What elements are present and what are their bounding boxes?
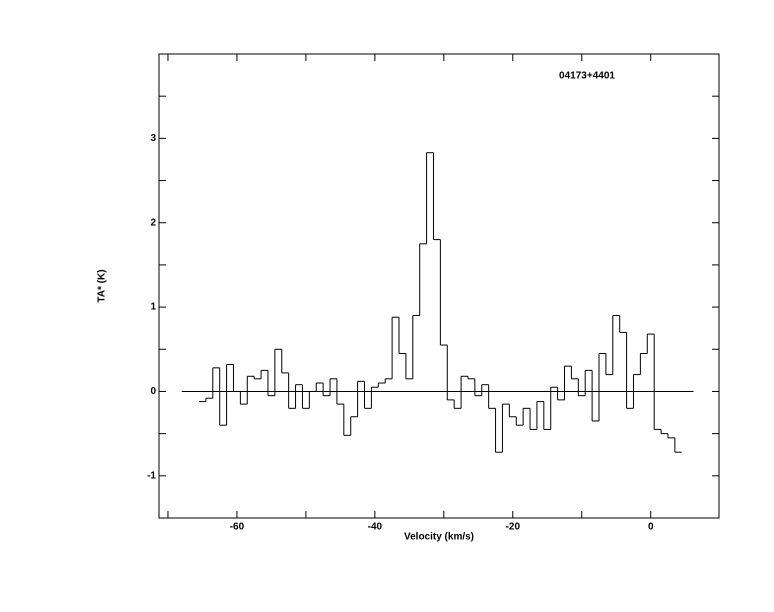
y-tick-label: 1 bbox=[150, 302, 156, 313]
x-tick-label: -40 bbox=[368, 522, 383, 533]
x-axis-label: Velocity (km/s) bbox=[404, 532, 474, 543]
y-tick-label: -1 bbox=[147, 470, 156, 481]
y-axis-label: TA* (K) bbox=[97, 269, 108, 302]
x-tick-label: -20 bbox=[506, 522, 521, 533]
x-tick-label: 0 bbox=[648, 522, 654, 533]
x-tick-label: -60 bbox=[230, 522, 245, 533]
y-tick-label: 3 bbox=[150, 133, 156, 144]
y-tick-label: 0 bbox=[150, 386, 156, 397]
chart-title: 04173+4401 bbox=[559, 71, 615, 82]
plot-frame bbox=[158, 53, 720, 519]
y-tick-label: 2 bbox=[150, 217, 156, 228]
